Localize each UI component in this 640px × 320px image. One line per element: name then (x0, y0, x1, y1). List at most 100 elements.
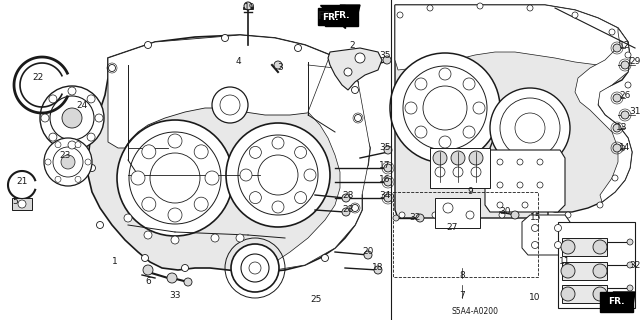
Circle shape (55, 142, 61, 148)
Circle shape (294, 44, 301, 52)
Circle shape (490, 88, 570, 168)
Circle shape (194, 145, 208, 159)
Circle shape (554, 242, 561, 249)
Polygon shape (108, 35, 350, 148)
Circle shape (124, 214, 132, 222)
Circle shape (415, 126, 427, 138)
Circle shape (477, 3, 483, 9)
Circle shape (142, 197, 156, 211)
Text: 5: 5 (12, 197, 18, 206)
Text: 19: 19 (244, 3, 256, 12)
Circle shape (531, 242, 538, 249)
Circle shape (304, 169, 316, 181)
Bar (562, 262, 607, 280)
Circle shape (473, 102, 485, 114)
Circle shape (613, 124, 621, 132)
Circle shape (355, 115, 362, 122)
Text: 10: 10 (529, 293, 541, 302)
Circle shape (240, 169, 252, 181)
Circle shape (351, 204, 358, 212)
Text: 1: 1 (112, 258, 118, 267)
Polygon shape (613, 292, 635, 312)
Circle shape (62, 108, 82, 128)
Circle shape (342, 208, 350, 216)
Circle shape (75, 176, 81, 182)
Circle shape (141, 254, 148, 261)
Circle shape (68, 87, 76, 95)
Text: 3: 3 (277, 63, 283, 73)
Text: 34: 34 (380, 190, 390, 199)
Circle shape (439, 68, 451, 80)
Polygon shape (328, 48, 382, 90)
Text: 24: 24 (76, 100, 88, 109)
Circle shape (393, 215, 399, 221)
Circle shape (374, 266, 382, 274)
Text: 35: 35 (380, 51, 391, 60)
Circle shape (439, 136, 451, 148)
Text: 32: 32 (629, 260, 640, 269)
Circle shape (625, 52, 631, 58)
Circle shape (416, 214, 424, 222)
Circle shape (87, 133, 95, 141)
Bar (562, 238, 607, 256)
Circle shape (427, 5, 433, 11)
Text: 26: 26 (620, 91, 630, 100)
Circle shape (87, 95, 95, 103)
Text: FR.: FR. (608, 298, 624, 307)
Circle shape (443, 203, 453, 213)
Circle shape (182, 265, 189, 271)
Circle shape (49, 95, 57, 103)
Circle shape (45, 159, 51, 165)
Polygon shape (575, 28, 632, 202)
Circle shape (554, 225, 561, 231)
Circle shape (221, 35, 228, 42)
Text: 6: 6 (145, 277, 151, 286)
Text: 30: 30 (499, 207, 511, 217)
Polygon shape (395, 5, 630, 70)
Circle shape (272, 137, 284, 149)
Circle shape (527, 5, 533, 11)
Circle shape (364, 251, 372, 259)
Circle shape (117, 120, 233, 236)
Circle shape (55, 176, 61, 182)
Text: 35: 35 (380, 143, 391, 153)
Polygon shape (558, 222, 635, 308)
Circle shape (168, 134, 182, 148)
Text: 17: 17 (380, 161, 391, 170)
Circle shape (88, 164, 95, 172)
Circle shape (397, 12, 403, 18)
Text: 14: 14 (620, 143, 630, 153)
Circle shape (627, 239, 633, 245)
Polygon shape (485, 150, 565, 212)
Circle shape (522, 202, 528, 208)
Polygon shape (88, 35, 370, 272)
Circle shape (236, 234, 244, 242)
Polygon shape (320, 5, 345, 28)
Circle shape (613, 44, 621, 52)
Circle shape (95, 114, 103, 122)
Circle shape (497, 159, 503, 165)
Circle shape (274, 61, 282, 69)
Text: FR.: FR. (333, 12, 349, 20)
Circle shape (625, 82, 631, 88)
Text: 20: 20 (362, 247, 374, 257)
Circle shape (435, 167, 445, 177)
Text: 33: 33 (169, 291, 180, 300)
Circle shape (451, 151, 465, 165)
Polygon shape (340, 5, 360, 26)
Polygon shape (435, 198, 480, 228)
Circle shape (212, 87, 248, 123)
Circle shape (517, 182, 523, 188)
Circle shape (384, 146, 392, 154)
Text: S5A4-A0200: S5A4-A0200 (451, 308, 499, 316)
Circle shape (49, 133, 57, 141)
Circle shape (97, 221, 104, 228)
Circle shape (184, 278, 192, 286)
Circle shape (565, 212, 571, 218)
Circle shape (499, 212, 505, 218)
Circle shape (517, 159, 523, 165)
Text: 25: 25 (310, 295, 322, 305)
Circle shape (384, 194, 392, 202)
Text: 11: 11 (559, 258, 571, 267)
Text: 31: 31 (629, 108, 640, 116)
